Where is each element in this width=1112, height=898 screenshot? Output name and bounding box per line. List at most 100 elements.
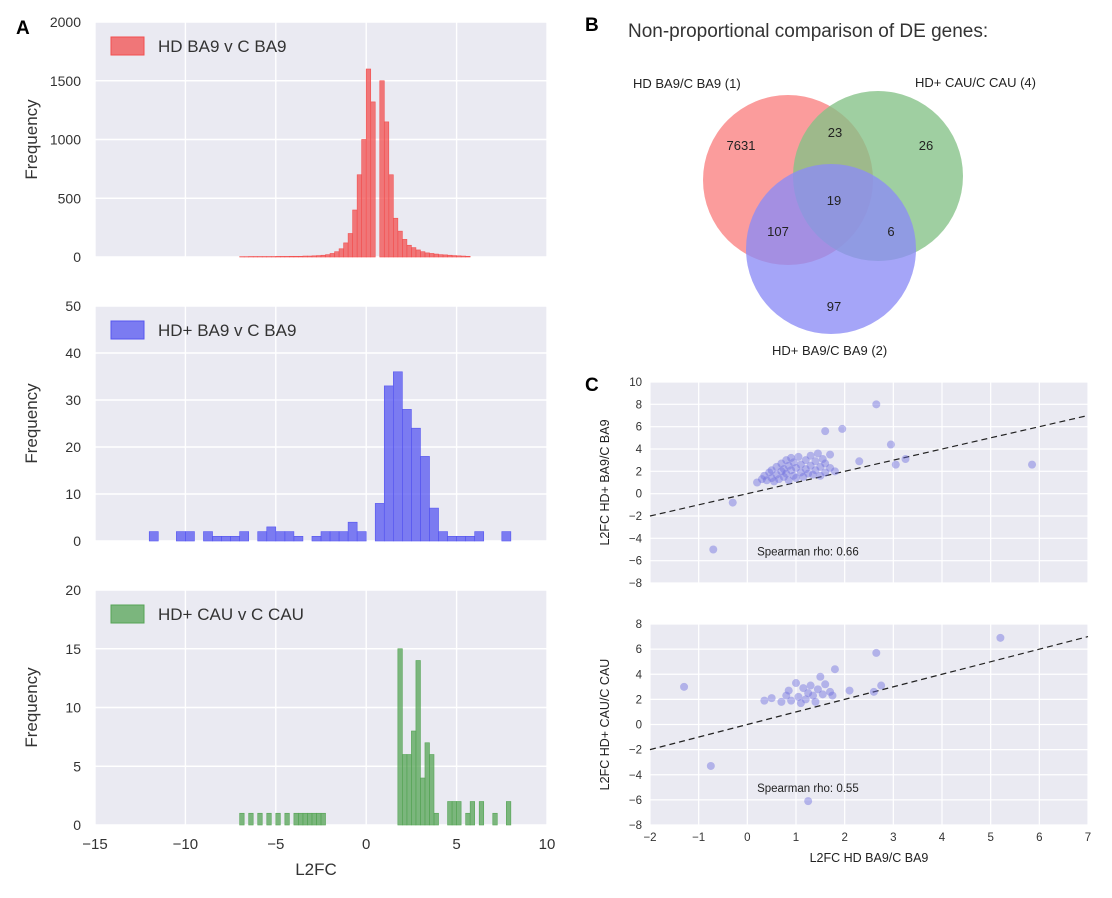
x-tick-label: −2 bbox=[643, 832, 656, 844]
histogram-bar bbox=[329, 253, 335, 258]
scatter-point bbox=[782, 691, 791, 700]
histogram-bar bbox=[298, 812, 304, 826]
scatter-point bbox=[792, 474, 800, 483]
x-tick-label: 10 bbox=[539, 836, 556, 853]
histogram-bar bbox=[420, 251, 426, 258]
histogram-bar bbox=[239, 812, 245, 826]
histogram-bar bbox=[442, 254, 448, 258]
histogram-bar bbox=[447, 801, 453, 826]
scatter-point bbox=[772, 462, 781, 471]
x-tick-label: −5 bbox=[267, 836, 284, 853]
y-tick-label: 6 bbox=[636, 644, 642, 656]
scatter-point bbox=[777, 459, 786, 468]
histogram-bar bbox=[469, 801, 475, 826]
histogram-bar bbox=[433, 253, 439, 258]
scatter-point bbox=[826, 687, 835, 696]
histogram-bar bbox=[374, 503, 385, 542]
histogram-bar bbox=[420, 777, 426, 826]
histogram-bar bbox=[456, 255, 462, 258]
scatter-point bbox=[787, 466, 796, 475]
histogram-bar bbox=[492, 812, 498, 826]
venn-count-only-4: 26 bbox=[919, 138, 933, 153]
y-tick-label: 0 bbox=[73, 533, 81, 549]
histogram-bar bbox=[420, 456, 430, 542]
histogram-bar bbox=[302, 255, 308, 258]
scatter-point bbox=[792, 463, 800, 472]
x-tick-label: 7 bbox=[1085, 832, 1091, 844]
panel-label-c: C bbox=[585, 375, 599, 396]
y-axis-label: L2FC HD+ BA9/C BA9 bbox=[598, 419, 612, 545]
legend-swatch bbox=[110, 320, 145, 340]
y-tick-label: −6 bbox=[629, 556, 642, 568]
venn-label-2: HD+ BA9/C BA9 (2) bbox=[772, 343, 887, 358]
scatter-point bbox=[818, 455, 827, 464]
scatter-point bbox=[784, 686, 793, 695]
histogram-bar bbox=[293, 812, 299, 826]
venn-count-only-2: 97 bbox=[827, 299, 841, 314]
scatter-point bbox=[809, 470, 818, 479]
histogram-bar bbox=[447, 254, 453, 258]
histogram-bar bbox=[465, 535, 475, 542]
histogram-bar bbox=[320, 531, 331, 542]
histogram-bar bbox=[230, 535, 240, 542]
x-tick-label: −10 bbox=[173, 836, 198, 853]
histogram-bar bbox=[451, 255, 457, 258]
scatter-point bbox=[801, 695, 810, 704]
x-tick-label: 1 bbox=[793, 832, 799, 844]
histogram-bar bbox=[415, 249, 421, 258]
y-tick-label: 1000 bbox=[50, 132, 81, 148]
histogram-bar bbox=[293, 255, 299, 258]
histogram-bar bbox=[176, 531, 186, 542]
x-tick-label: −15 bbox=[82, 836, 107, 853]
scatter-point bbox=[792, 679, 800, 688]
histogram-bar bbox=[447, 535, 457, 542]
histogram-bar bbox=[465, 255, 471, 258]
histogram-bar bbox=[248, 812, 254, 826]
y-tick-label: 20 bbox=[65, 582, 81, 598]
y-tick-label: 0 bbox=[73, 249, 81, 265]
plot-background bbox=[650, 382, 1088, 583]
scatter-point bbox=[796, 468, 805, 477]
scatter-point bbox=[821, 468, 830, 477]
scatter-point bbox=[777, 697, 786, 706]
scatter-point bbox=[760, 471, 769, 480]
scatter-point bbox=[784, 476, 793, 485]
scatter-point bbox=[787, 696, 796, 705]
scatter-point bbox=[821, 680, 830, 689]
scatter-hdplus-cau: −8 −6 −4 −2 0 2 4 6 8 Spearman rho: 0.55 L2FC HD+ … bbox=[598, 619, 1091, 865]
scatter-point bbox=[753, 478, 762, 487]
y-tick-label: 2 bbox=[636, 694, 642, 706]
y-tick-label: 50 bbox=[65, 298, 81, 314]
histogram-bar bbox=[393, 217, 399, 258]
scatter-point bbox=[891, 460, 900, 469]
histogram-bar bbox=[460, 255, 466, 258]
venn-count-only-1: 7631 bbox=[727, 138, 756, 153]
histogram-bar bbox=[429, 253, 435, 258]
scatter-point bbox=[794, 692, 803, 701]
scatter-point bbox=[872, 648, 881, 657]
y-tick-label: 4 bbox=[636, 669, 643, 681]
y-tick-label: 5 bbox=[73, 758, 81, 774]
histogram-bar bbox=[474, 531, 485, 542]
histogram-bar bbox=[415, 660, 421, 826]
venn-label-1: HD BA9/C BA9 (1) bbox=[633, 76, 741, 91]
y-tick-label: 10 bbox=[65, 486, 81, 502]
venn-count-1-4: 23 bbox=[828, 125, 842, 140]
histogram-bar bbox=[311, 812, 317, 826]
histogram-bar bbox=[433, 812, 439, 826]
scatter-point bbox=[772, 470, 781, 479]
histogram-bar bbox=[338, 531, 349, 542]
histogram-hdplus-cau: 0 5 10 15 20 HD+ CAU v C CAU Frequency −15 −10 −5… bbox=[22, 582, 555, 879]
histogram-hd-ba9: 0 500 1000 1500 2000 HD BA9 v C BA9 Frequency bbox=[22, 14, 548, 265]
y-tick-label: 8 bbox=[636, 619, 642, 631]
scatter-point bbox=[811, 457, 820, 466]
scatter-point bbox=[728, 498, 737, 507]
scatter-point bbox=[806, 681, 815, 690]
scatter-point bbox=[794, 452, 803, 461]
scatter-point bbox=[821, 427, 830, 436]
y-tick-label: 30 bbox=[65, 392, 81, 408]
venn-title: Non-proportional comparison of DE genes: bbox=[628, 21, 988, 42]
histogram-bar bbox=[148, 531, 159, 542]
histogram-bar bbox=[356, 174, 362, 258]
histogram-bar bbox=[456, 801, 462, 826]
